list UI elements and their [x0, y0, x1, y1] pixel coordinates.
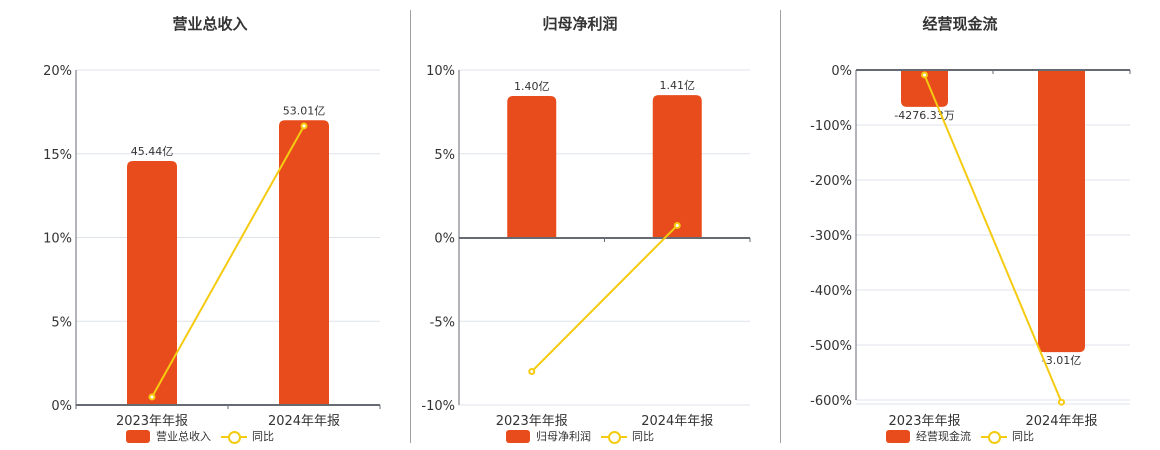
x-category-label: 2023年年报: [116, 414, 188, 429]
x-category-label: 2024年年报: [641, 414, 713, 429]
y-tick-label: -300%: [810, 229, 852, 244]
bar-value-label: 53.01亿: [283, 104, 326, 117]
line-legend-icon[interactable]: [601, 430, 627, 444]
line-legend-icon[interactable]: [221, 430, 247, 444]
divider-2: [780, 10, 781, 443]
yoy-point[interactable]: [300, 122, 308, 130]
y-tick-label: -400%: [810, 284, 852, 299]
bar-2024年年报[interactable]: [652, 95, 702, 238]
x-category-label: 2023年年报: [888, 414, 960, 429]
x-category-label: 2024年年报: [268, 414, 340, 429]
bar-value-label: 1.40亿: [514, 80, 550, 93]
yoy-line: [923, 74, 1063, 403]
legend-revenue: 营业总收入 同比: [126, 428, 274, 444]
legend-bar-label: 归母净利润: [536, 430, 591, 443]
bar-legend-swatch[interactable]: [506, 429, 530, 443]
bar-2023年年报[interactable]: [901, 70, 948, 107]
y-tick-label: -5%: [430, 315, 455, 330]
yoy-point[interactable]: [673, 221, 681, 229]
yoy-point[interactable]: [148, 393, 156, 401]
bar-2024年年报[interactable]: [1038, 70, 1085, 353]
yoy-point[interactable]: [1058, 398, 1065, 406]
y-tick-label: -100%: [810, 119, 852, 134]
y-tick-label: 15%: [43, 148, 72, 163]
y-tick-label: -600%: [810, 394, 852, 409]
bar-value-label: -4276.33万: [894, 109, 954, 122]
bar-legend-swatch[interactable]: [126, 429, 150, 443]
bar-legend-swatch[interactable]: [886, 429, 910, 443]
y-tick-label: 20%: [43, 64, 72, 79]
y-tick-label: -500%: [810, 339, 852, 354]
chart-title-cash-flow: 经营现金流: [922, 15, 998, 33]
legend-bar-label: 经营现金流: [916, 430, 971, 443]
line-legend-icon[interactable]: [981, 430, 1007, 444]
y-tick-label: 10%: [426, 64, 455, 79]
x-category-label: 2023年年报: [496, 414, 568, 429]
legend-cash-flow: 经营现金流 同比: [886, 428, 1034, 444]
bar-2023年年报[interactable]: [127, 160, 177, 405]
bar-2024年年报[interactable]: [279, 120, 329, 405]
yoy-line: [151, 125, 305, 398]
y-tick-label: 5%: [51, 315, 72, 330]
bar-value-label: 1.41亿: [660, 79, 696, 92]
bar-value-label: -3.01亿: [1042, 354, 1081, 367]
y-tick-label: 0%: [434, 232, 455, 247]
chart-title-net-profit: 归母净利润: [542, 15, 618, 33]
yoy-line: [531, 224, 678, 373]
yoy-point[interactable]: [528, 368, 536, 375]
legend-line-label: 同比: [1012, 430, 1034, 443]
y-tick-label: -10%: [421, 399, 455, 414]
y-tick-label: -200%: [810, 174, 852, 189]
y-tick-label: 0%: [831, 64, 852, 79]
y-tick-label: 0%: [51, 399, 72, 414]
chart-title-revenue: 营业总收入: [172, 15, 248, 33]
yoy-point[interactable]: [921, 71, 928, 79]
y-tick-label: 5%: [434, 148, 455, 163]
legend-line-label: 同比: [632, 430, 654, 443]
legend-line-label: 同比: [252, 430, 274, 443]
divider-1: [410, 10, 411, 443]
x-category-label: 2024年年报: [1025, 414, 1097, 429]
bar-value-label: 45.44亿: [131, 145, 174, 158]
legend-net-profit: 归母净利润 同比: [506, 428, 654, 444]
y-tick-label: 10%: [43, 232, 72, 247]
bar-2023年年报[interactable]: [507, 95, 557, 238]
legend-bar-label: 营业总收入: [156, 430, 211, 443]
